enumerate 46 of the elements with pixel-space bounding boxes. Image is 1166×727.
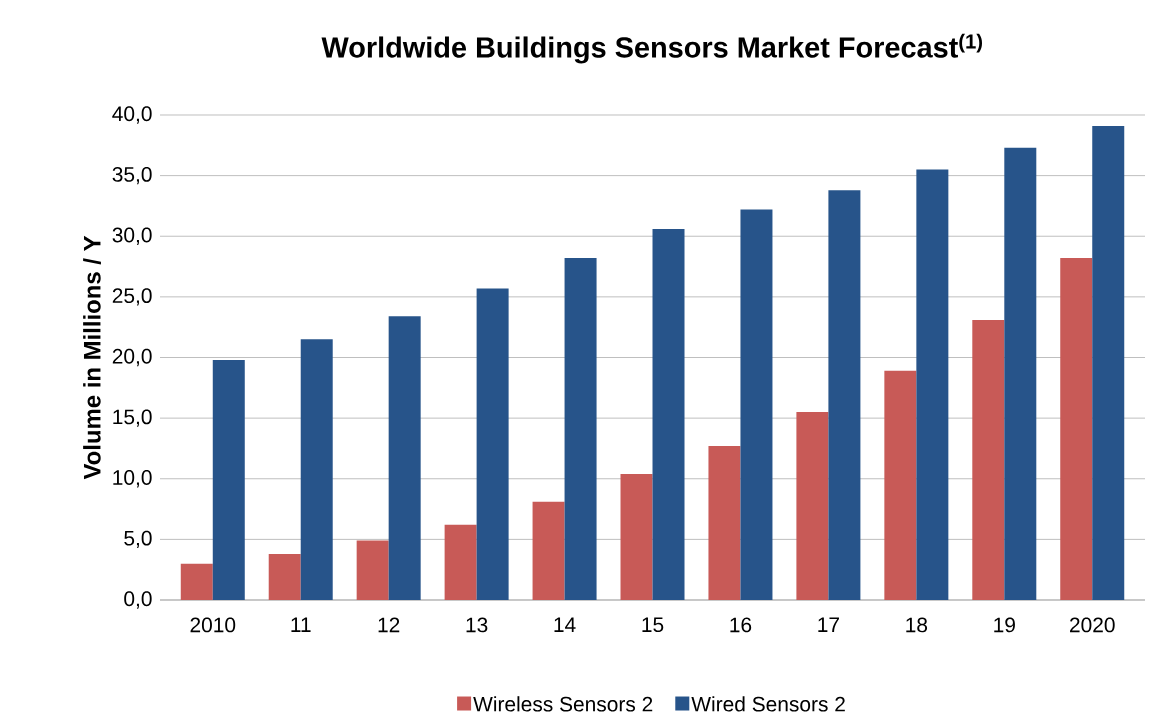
- y-tick-label: 20,0: [112, 348, 152, 367]
- x-tick-label: 18: [906, 617, 928, 633]
- y-axis-title: Volume in Millions / Y: [83, 235, 101, 480]
- bar: [532, 501, 565, 600]
- bar: [972, 319, 1005, 600]
- bar: [268, 553, 301, 600]
- bar: [708, 446, 741, 600]
- y-tick-label: 30,0: [112, 227, 152, 245]
- y-tick-label: 5,0: [124, 530, 152, 549]
- bar: [1092, 125, 1125, 600]
- x-tick-label: 17: [818, 617, 839, 632]
- x-tick-label: 11: [291, 617, 311, 632]
- bar: [180, 563, 213, 600]
- x-tick-label: 2020: [1070, 617, 1115, 633]
- bar: [356, 540, 389, 600]
- x-tick-label: 16: [730, 617, 752, 633]
- bar: [476, 288, 509, 600]
- y-tick-label: 40,0: [112, 106, 152, 124]
- bar: [828, 190, 861, 600]
- legend-label: Wired Sensors 2: [691, 696, 845, 712]
- legend-label: Wireless Sensors 2: [473, 696, 653, 712]
- x-tick-label: 14: [554, 617, 576, 632]
- x-tick-label: 15: [642, 617, 664, 633]
- bar: [740, 209, 773, 600]
- x-tick-label: 13: [466, 617, 488, 633]
- bar: [884, 370, 917, 600]
- bar: [1060, 258, 1093, 600]
- bar: [796, 412, 829, 600]
- x-tick-label: 2010: [190, 617, 236, 633]
- y-tick-label: 25,0: [112, 288, 152, 306]
- y-tick-label: 10,0: [113, 470, 152, 488]
- bar: [388, 316, 421, 600]
- chart-title: Worldwide Buildings Sensors Market Forecast$^{(1)}$: [321, 33, 983, 64]
- y-tick-label: 35,0: [112, 166, 152, 185]
- y-tick-label: 15,0: [113, 409, 152, 427]
- bar: [1004, 147, 1037, 600]
- y-tick-label: 0,0: [124, 591, 152, 609]
- bar: [620, 473, 653, 600]
- bar: [652, 228, 685, 600]
- bar: [444, 524, 477, 600]
- bar: [212, 359, 245, 600]
- bar: [564, 258, 597, 600]
- x-tick-label: 12: [378, 617, 400, 633]
- bar: [916, 169, 949, 600]
- bar: [300, 339, 333, 600]
- x-tick-label: 19: [994, 617, 1015, 633]
